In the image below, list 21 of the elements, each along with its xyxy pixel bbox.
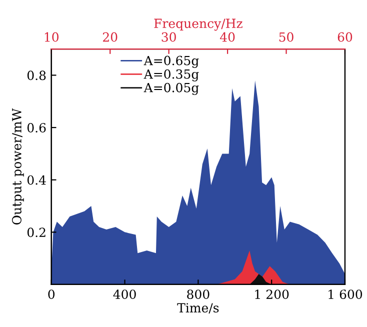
x-axis-title: Time/s bbox=[177, 303, 219, 314]
y-tick-label: 0.6 bbox=[27, 123, 46, 132]
x2-axis-title: Frequency/Hz bbox=[154, 18, 242, 31]
y-tick-label: 0.8 bbox=[27, 70, 46, 80]
x-tick-label: 0 bbox=[48, 290, 55, 300]
y-tick-label: 0.4 bbox=[27, 175, 46, 185]
x2-tick-label: 20 bbox=[102, 32, 118, 42]
x2-tick-label: 50 bbox=[279, 32, 294, 42]
legend-label: A=0.65g bbox=[144, 56, 199, 68]
x2-tick-label: 60 bbox=[338, 32, 352, 42]
x2-tick-label: 30 bbox=[162, 32, 176, 42]
legend-label: A=0.05g bbox=[144, 82, 199, 95]
x2-tick-label: 10 bbox=[44, 32, 59, 42]
x-tick-label: 400 bbox=[113, 290, 136, 300]
y-axis-title: Output power/mW bbox=[12, 108, 24, 225]
x-tick-label: 800 bbox=[187, 290, 210, 300]
legend-label: A=0.35g bbox=[144, 69, 199, 82]
y-tick-label: 0.2 bbox=[27, 228, 46, 238]
x-tick-label: 1 200 bbox=[255, 290, 289, 300]
x2-tick-label: 40 bbox=[220, 32, 235, 42]
x-tick-label: 1 600 bbox=[328, 290, 362, 300]
